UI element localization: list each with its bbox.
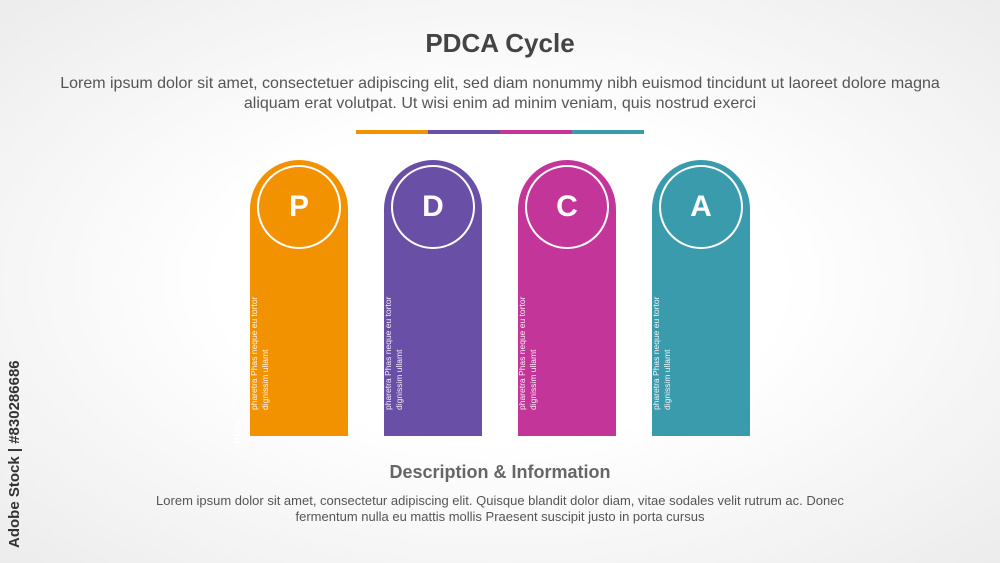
- description-text: Lorem ipsum dolor sit amet, consectetur …: [156, 493, 844, 524]
- column-plan: P Plan Donec sit amet tristique tortor. P…: [228, 160, 348, 444]
- color-bar-check: [500, 130, 572, 134]
- letter-circle: C: [525, 165, 609, 249]
- letter-circle: P: [257, 165, 341, 249]
- column-text: Donec sit amet tristique tortor. Proin e…: [228, 296, 270, 410]
- page-title: PDCA Cycle: [425, 28, 575, 58]
- description-title: Description & Information: [389, 462, 611, 482]
- column-label: Do: [366, 429, 378, 444]
- letter-circle: D: [391, 165, 475, 249]
- letter-circle: A: [659, 165, 743, 249]
- watermark: Adobe Stock | #830286686: [6, 360, 23, 548]
- column-label: Check: [500, 410, 512, 444]
- column-text: Donec sit amet tristique tortor. Proin e…: [362, 296, 404, 410]
- column-act: A Act Donec sit amet tristique tortor. Pr…: [630, 160, 750, 444]
- color-bar-plan: [356, 130, 428, 134]
- column-do: D Do Donec sit amet tristique tortor. Pro…: [362, 160, 482, 444]
- column-label: Plan: [232, 420, 244, 444]
- color-bar-do: [428, 130, 500, 134]
- column-text: Donec sit amet tristique tortor. Proin e…: [630, 296, 672, 410]
- column-check: C Check Donec sit amet tristique tortor. …: [496, 160, 616, 444]
- color-bar-act: [572, 130, 644, 134]
- subtitle: Lorem ipsum dolor sit amet, consectetuer…: [60, 75, 940, 112]
- column-label: Act: [634, 426, 646, 444]
- column-text: Donec sit amet tristique tortor. Proin e…: [496, 296, 538, 410]
